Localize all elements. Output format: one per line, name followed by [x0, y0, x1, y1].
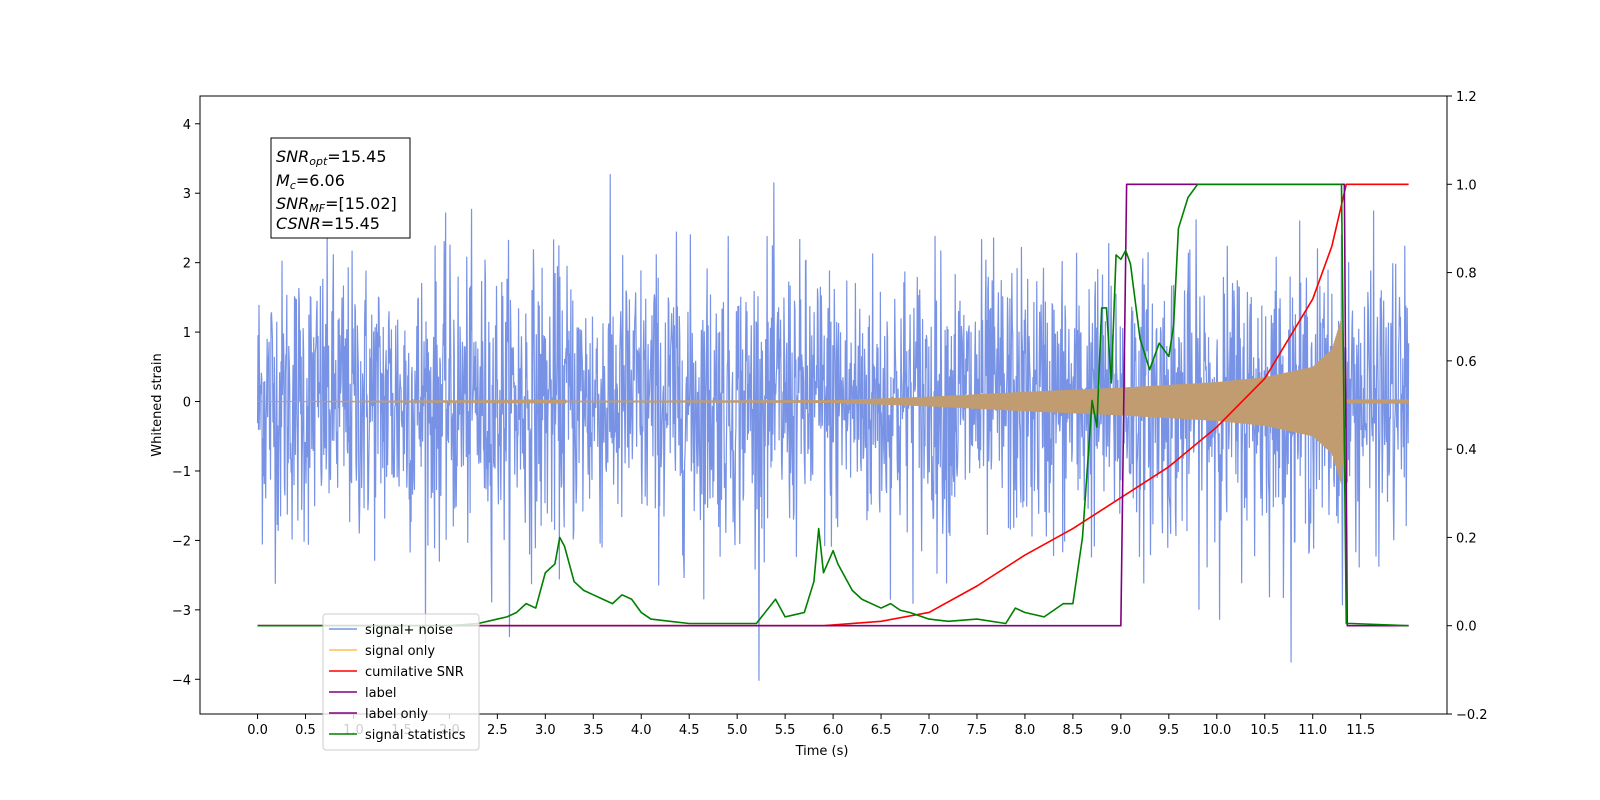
- y2-axis: 1.2 1.0 0.8 0.6 0.4 0.2 0.0 −0.2: [1447, 90, 1488, 723]
- legend-entry: signal statistics: [365, 728, 466, 743]
- y-tick-label: 1: [183, 326, 191, 341]
- x-tick-label: 10.0: [1202, 723, 1231, 738]
- x-tick-label: 7.5: [967, 723, 988, 738]
- series-signal-noise: [256, 174, 1410, 681]
- y2-tick-label: −0.2: [1456, 708, 1488, 723]
- legend-entry: cumilative SNR: [365, 665, 464, 680]
- y2-tick-label: 0.6: [1456, 355, 1477, 370]
- x-tick-label: 3.5: [583, 723, 604, 738]
- x-tick-label: 2.5: [487, 723, 508, 738]
- x-tick-label: 9.0: [1111, 723, 1132, 738]
- legend-entry: label: [365, 686, 396, 701]
- plot-frame: [199, 95, 1448, 715]
- y2-tick-label: 0.0: [1456, 620, 1477, 635]
- legend-frame: [322, 613, 480, 751]
- y-tick-label: −1: [172, 465, 191, 480]
- x-axis-label: Time (s): [795, 744, 849, 759]
- legend-entry: signal only: [365, 644, 435, 659]
- x-tick-label: 5.5: [775, 723, 796, 738]
- x-tick-label: 0.0: [247, 723, 268, 738]
- series-cumulative-snr: [257, 183, 1409, 627]
- x-tick-label: 6.0: [823, 723, 844, 738]
- y-tick-label: −2: [172, 534, 191, 549]
- x-tick-label: 9.5: [1158, 723, 1179, 738]
- x-tick-label: 5.0: [727, 723, 748, 738]
- y-tick-label: 2: [183, 257, 191, 272]
- y-tick-label: 3: [183, 187, 191, 202]
- x-tick-label: 11.0: [1298, 723, 1327, 738]
- x-tick-label: 10.5: [1250, 723, 1279, 738]
- annotation-box: SNRopt=15.45 Mc=6.06 SNRMF=[15.02] CSNR=…: [270, 137, 411, 239]
- y-tick-label: 0: [183, 396, 191, 411]
- series-layer: [256, 174, 1410, 681]
- y2-tick-label: 1.2: [1456, 90, 1477, 105]
- x-tick-label: 7.0: [919, 723, 940, 738]
- y2-tick-label: 0.8: [1456, 267, 1477, 282]
- y-tick-label: −4: [172, 673, 191, 688]
- annotation-snr-opt: SNRopt=15.45: [276, 147, 387, 168]
- y2-tick-label: 1.0: [1456, 178, 1477, 193]
- annotation-csnr: CSNR=15.45: [276, 214, 380, 233]
- x-tick-label: 6.5: [871, 723, 892, 738]
- y2-tick-label: 0.4: [1456, 443, 1477, 458]
- y-axis: 4 3 2 1 0 −1 −2 −3 −4: [172, 118, 200, 688]
- y-tick-label: −3: [172, 604, 191, 619]
- x-tick-label: 0.5: [295, 723, 316, 738]
- series-signal-statistics: [257, 183, 1409, 627]
- x-tick-label: 3.0: [535, 723, 556, 738]
- legend: signal+ noise signal only cumilative SNR la…: [322, 613, 480, 751]
- series-signal-only: [257, 318, 1410, 484]
- y-axis-label: Whitened strain: [150, 353, 165, 456]
- x-tick-label: 4.0: [631, 723, 652, 738]
- legend-entry: signal+ noise: [365, 623, 453, 638]
- annotation-mc: Mc=6.06: [276, 171, 345, 192]
- x-tick-label: 8.5: [1063, 723, 1084, 738]
- x-tick-label: 4.5: [679, 723, 700, 738]
- x-tick-label: 11.5: [1346, 723, 1375, 738]
- legend-entry: label only: [365, 707, 428, 722]
- x-tick-label: 8.0: [1015, 723, 1036, 738]
- y2-tick-label: 0.2: [1456, 531, 1477, 546]
- y-tick-label: 4: [183, 118, 191, 133]
- annotation-snr-mf: SNRMF=[15.02]: [276, 194, 397, 215]
